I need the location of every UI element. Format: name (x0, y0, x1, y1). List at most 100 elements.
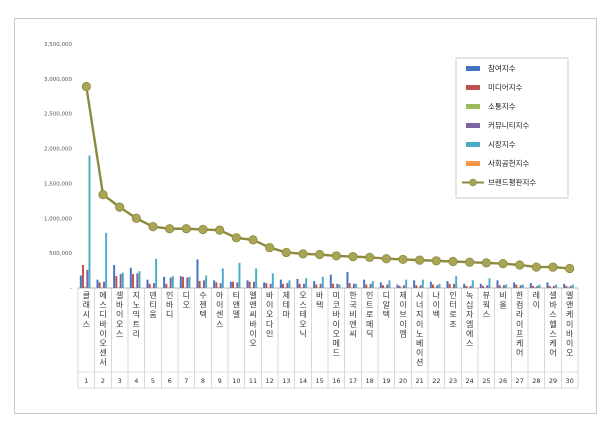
legend-swatch (466, 123, 480, 128)
category-number: 27 (516, 377, 524, 385)
bar (363, 279, 366, 288)
bar (165, 283, 168, 288)
category-number: 21 (416, 377, 424, 385)
bar (338, 284, 341, 288)
category-number: 29 (549, 377, 557, 385)
category-number: 2 (101, 377, 105, 385)
bar (248, 281, 251, 288)
bar (365, 284, 368, 288)
line-point (148, 222, 158, 232)
bar (421, 279, 424, 288)
bar (279, 279, 282, 288)
bar (282, 283, 284, 288)
category-number: 23 (449, 377, 457, 385)
bar (163, 276, 166, 288)
y-tick-label: - (70, 286, 72, 292)
category-number: 7 (184, 377, 188, 385)
line-point (365, 252, 375, 262)
line-point (415, 255, 425, 265)
bar (567, 287, 570, 288)
category-number: 15 (316, 377, 324, 385)
y-tick-label: 1,000,000 (44, 216, 72, 222)
legend-swatch (466, 104, 480, 109)
legend-marker (469, 178, 477, 187)
line-point (448, 256, 458, 267)
bar (96, 279, 99, 288)
bar (234, 287, 237, 288)
bar (263, 282, 266, 288)
y-tick-label: 2,000,000 (44, 147, 72, 153)
line-point (198, 224, 208, 235)
bar (153, 283, 155, 288)
bar (482, 285, 484, 288)
category-number: 26 (499, 377, 507, 385)
bar (303, 283, 305, 288)
bar (255, 268, 258, 288)
bar (371, 281, 374, 288)
bar (148, 283, 151, 288)
bar (438, 283, 441, 288)
bar (238, 262, 241, 288)
bar (405, 279, 408, 288)
bar (200, 287, 203, 288)
bar (484, 287, 487, 288)
bar (565, 285, 568, 288)
category-number: 8 (201, 377, 205, 385)
bar (517, 287, 520, 288)
bar (448, 283, 451, 288)
bar (355, 283, 358, 288)
bar (113, 264, 116, 288)
bar (548, 285, 551, 288)
category-number: 3 (118, 377, 122, 385)
bar (271, 273, 274, 288)
y-tick-label: 3,000,000 (44, 77, 72, 83)
line-point (81, 81, 91, 92)
bar (386, 284, 389, 288)
bar (100, 287, 103, 288)
bar (382, 285, 384, 288)
bar (379, 282, 382, 288)
bar (169, 277, 172, 288)
bar (534, 287, 537, 288)
category-number: 30 (566, 377, 574, 385)
bar (550, 287, 553, 288)
bar (471, 280, 474, 288)
legend-swatch (466, 161, 480, 166)
bar (117, 287, 120, 288)
line-point (181, 224, 191, 234)
legend-label: 미디어지수 (488, 82, 523, 92)
category-number: 28 (532, 377, 540, 385)
bar (121, 272, 124, 288)
bar (119, 274, 122, 288)
category-number: 25 (482, 377, 490, 385)
bar (384, 287, 387, 288)
category-number: 24 (466, 377, 474, 385)
bar (515, 284, 518, 288)
bar (155, 258, 158, 288)
line-point (431, 256, 441, 266)
bar (321, 276, 324, 288)
bar (250, 287, 253, 288)
line-point (481, 258, 491, 268)
category-number: 4 (134, 377, 138, 385)
bar (298, 283, 301, 288)
bar (329, 274, 332, 288)
bar (103, 281, 105, 288)
category-number: 10 (232, 377, 240, 385)
category-number: 13 (282, 377, 290, 385)
bar (417, 287, 420, 288)
